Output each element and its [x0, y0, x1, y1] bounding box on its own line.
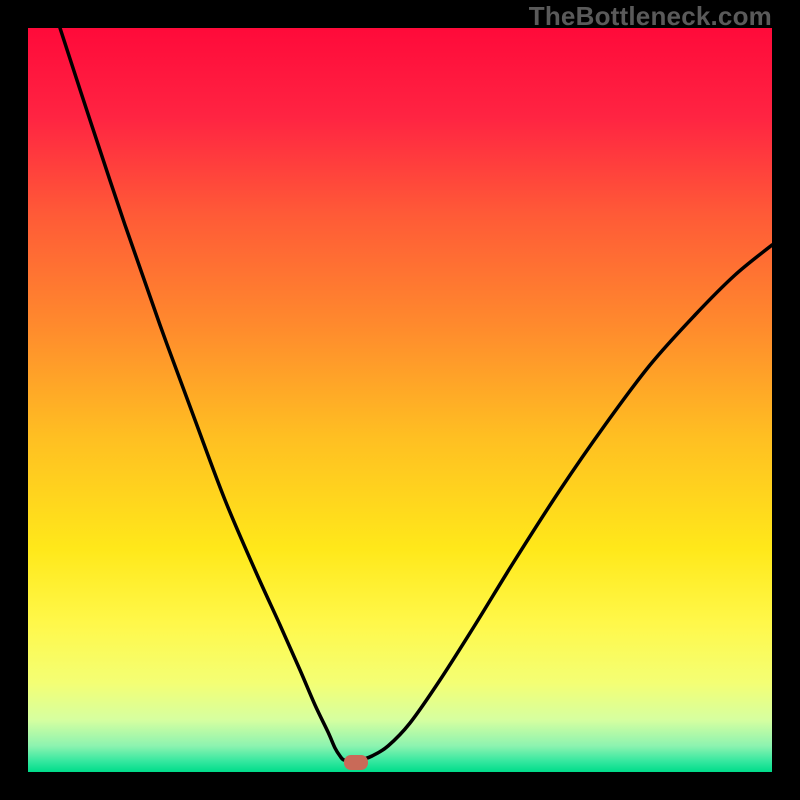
trough-marker [344, 755, 368, 770]
watermark-label: TheBottleneck.com [529, 1, 772, 32]
bottleneck-curve [0, 0, 800, 800]
curve-path [60, 28, 772, 760]
